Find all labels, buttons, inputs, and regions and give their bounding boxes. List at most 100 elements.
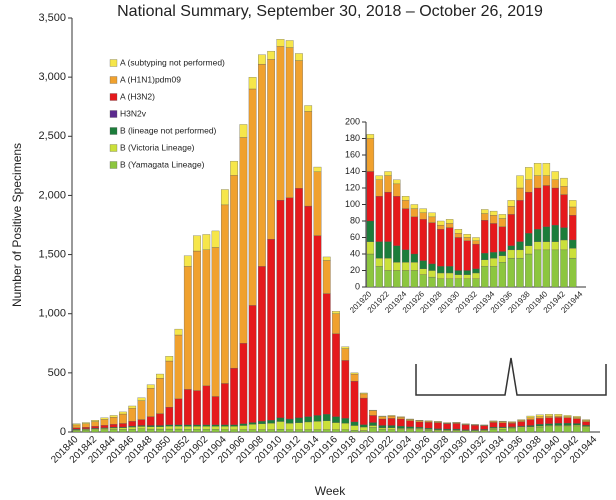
bar-segment xyxy=(572,417,581,419)
inset-bracket xyxy=(415,357,607,396)
bar-segment xyxy=(359,393,368,399)
bar-segment xyxy=(322,429,331,433)
bar-segment xyxy=(248,422,257,425)
bar-segment xyxy=(109,427,118,430)
bar-segment xyxy=(406,418,414,420)
bar-segment xyxy=(211,424,220,427)
bar-segment xyxy=(489,257,498,267)
bar-segment xyxy=(165,360,174,408)
bar-segment xyxy=(91,420,100,422)
bar-segment xyxy=(230,426,238,431)
bar-segment xyxy=(498,214,507,219)
bar-segment xyxy=(332,311,340,314)
bar-segment xyxy=(424,430,433,433)
bar-segment xyxy=(461,430,470,433)
bar-segment xyxy=(350,430,359,433)
bar-segment xyxy=(489,210,498,216)
bar-segment xyxy=(146,388,155,417)
bar-segment xyxy=(472,240,480,245)
bar-segment xyxy=(276,429,285,433)
y-tick-label: 60 xyxy=(350,232,360,242)
bar-segment xyxy=(202,249,211,387)
bar-segment xyxy=(156,425,164,427)
bar-segment xyxy=(174,425,183,430)
bar-segment xyxy=(393,262,401,271)
bar-segment xyxy=(369,425,377,428)
bar-segment xyxy=(554,426,563,433)
bar-segment xyxy=(401,200,410,209)
bar-segment xyxy=(72,423,81,426)
bar-segment xyxy=(498,255,507,263)
bar-segment xyxy=(313,235,322,416)
bar-segment xyxy=(472,243,480,270)
bar-segment xyxy=(481,259,489,267)
bar-segment xyxy=(415,420,424,421)
bar-segment xyxy=(437,272,445,279)
bar-segment xyxy=(220,204,229,384)
bar-segment xyxy=(419,219,427,261)
bar-segment xyxy=(396,416,405,418)
bar-segment xyxy=(572,425,581,427)
bar-segment xyxy=(525,253,533,288)
y-tick-label: 80 xyxy=(350,215,360,225)
bar-segment xyxy=(454,270,463,275)
legend-swatch xyxy=(109,76,118,84)
bar-segment xyxy=(480,425,489,430)
bar-segment xyxy=(387,415,396,419)
y-tick-label: 1,500 xyxy=(38,248,66,260)
bar-segment xyxy=(174,424,183,427)
bar-segment xyxy=(410,270,419,288)
bar-segment xyxy=(369,427,377,433)
bar-segment xyxy=(375,179,383,197)
bar-segment xyxy=(582,420,590,422)
bar-segment xyxy=(454,233,463,238)
bar-segment xyxy=(507,200,515,207)
bar-segment xyxy=(128,405,137,409)
bar-segment xyxy=(569,257,577,288)
bar-segment xyxy=(258,54,266,65)
bar-segment xyxy=(572,426,581,433)
bar-segment xyxy=(366,253,375,288)
bar-segment xyxy=(109,415,118,418)
bar-segment xyxy=(369,422,377,426)
bar-segment xyxy=(230,424,238,427)
bar-segment xyxy=(569,239,577,249)
bar-segment xyxy=(434,421,442,423)
legend-label: B (lineage not performed) xyxy=(120,125,217,135)
bar-segment xyxy=(341,422,350,430)
legend-label: H3N2v xyxy=(120,108,147,118)
bar-segment xyxy=(375,196,383,242)
bar-segment xyxy=(545,425,553,427)
bar-segment xyxy=(295,417,303,423)
bar-segment xyxy=(563,417,572,424)
bar-segment xyxy=(211,429,220,433)
bar-segment xyxy=(258,423,266,430)
legend-swatch xyxy=(109,144,118,152)
bar-segment xyxy=(445,266,454,274)
bar-segment xyxy=(156,413,164,426)
bar-segment xyxy=(428,216,436,223)
bar-segment xyxy=(545,414,553,417)
y-tick-label: 2,500 xyxy=(38,130,66,142)
bar-segment xyxy=(137,419,146,426)
bar-segment xyxy=(119,423,127,428)
chart-title: National Summary, September 30, 2018 – O… xyxy=(117,3,543,20)
bar-segment xyxy=(507,249,515,259)
bar-segment xyxy=(498,427,507,430)
bar-segment xyxy=(304,205,313,417)
bar-segment xyxy=(533,163,542,176)
bar-segment xyxy=(419,274,427,288)
bar-segment xyxy=(384,171,392,176)
bar-segment xyxy=(100,417,109,420)
bar-segment xyxy=(463,240,471,271)
bar-segment xyxy=(183,266,192,390)
bar-segment xyxy=(481,220,489,254)
bar-segment xyxy=(406,428,414,430)
bar-segment xyxy=(332,416,340,423)
bar-segment xyxy=(406,419,414,421)
bar-segment xyxy=(82,429,90,433)
bar-segment xyxy=(366,134,375,139)
bar-segment xyxy=(375,175,383,180)
bar-segment xyxy=(384,175,392,193)
bar-segment xyxy=(471,425,479,430)
